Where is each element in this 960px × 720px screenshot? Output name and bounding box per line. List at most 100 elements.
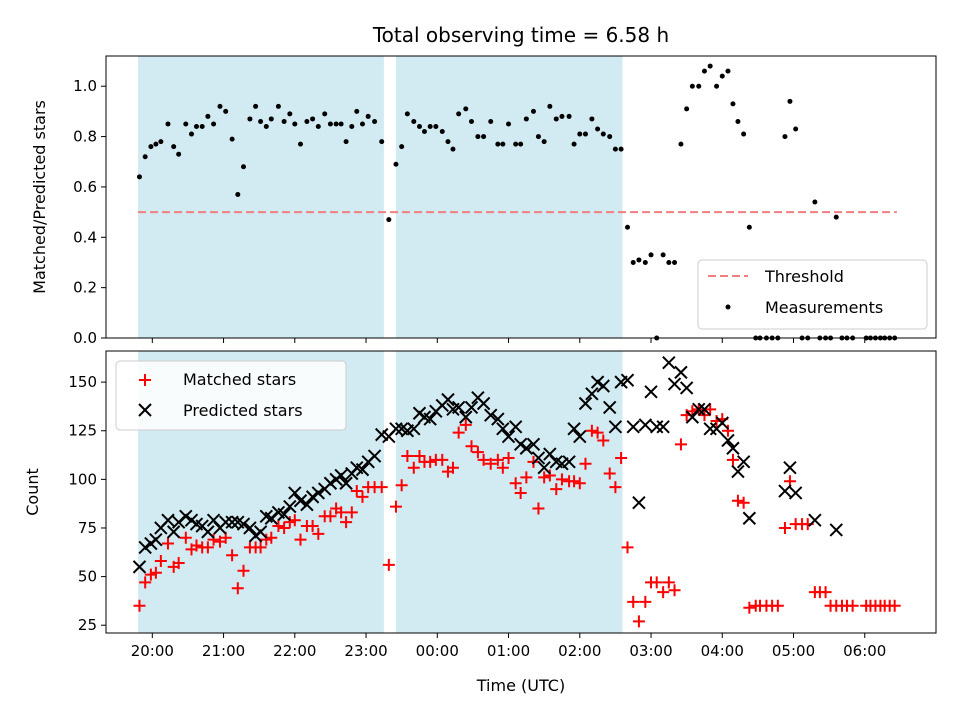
legend-matched-swatch bbox=[139, 374, 151, 386]
predicted-star-point bbox=[339, 476, 353, 490]
observing-interval-0 bbox=[138, 56, 384, 338]
xlabel: Time (UTC) bbox=[476, 676, 565, 695]
measurement-point bbox=[589, 116, 595, 122]
observing-interval-1 bbox=[395, 351, 623, 633]
matched-star-point bbox=[395, 479, 408, 492]
measurement-point bbox=[630, 259, 636, 265]
predicted-star-point bbox=[243, 521, 257, 535]
x-tick-label: 06:00 bbox=[843, 642, 886, 660]
predicted-star-point bbox=[367, 449, 382, 463]
measurement-point bbox=[577, 131, 583, 137]
measurement-point bbox=[235, 191, 241, 197]
measurement-point bbox=[379, 139, 385, 145]
matched-star-point bbox=[778, 521, 791, 534]
measurement-point bbox=[696, 83, 702, 89]
predicted-star-point bbox=[305, 490, 320, 504]
measurement-point bbox=[618, 146, 624, 152]
predicted-star-point bbox=[484, 408, 498, 422]
matched-star-point bbox=[265, 531, 278, 544]
measurement-point bbox=[268, 116, 274, 122]
measurement-point bbox=[735, 118, 741, 124]
measurement-point bbox=[241, 164, 247, 170]
predicted-star-point bbox=[476, 396, 491, 411]
matched-star-point bbox=[350, 485, 363, 498]
y-axis-bottom: 25 50 75 100 125 150 bbox=[68, 373, 106, 634]
measurement-point bbox=[571, 141, 577, 147]
measurement-point bbox=[229, 136, 235, 142]
predicted-star-point bbox=[201, 525, 215, 539]
predicted-star-point bbox=[608, 420, 623, 434]
measurement-point bbox=[416, 124, 422, 129]
predicted-star-point bbox=[277, 507, 291, 522]
x-tick-label: 23:00 bbox=[344, 642, 387, 660]
matched-star-point bbox=[731, 494, 744, 507]
matched-star-point bbox=[609, 481, 622, 494]
measurement-point bbox=[456, 111, 462, 117]
matched-star-point bbox=[491, 453, 504, 466]
measurement-point bbox=[411, 118, 417, 124]
predicted-star-point bbox=[519, 441, 534, 455]
predicted-star-point bbox=[138, 540, 152, 555]
measurement-point bbox=[297, 141, 303, 147]
measurement-point bbox=[636, 257, 642, 263]
predicted-star-point bbox=[464, 400, 479, 415]
matched-star-point bbox=[306, 520, 319, 533]
predicted-star-point bbox=[236, 517, 251, 531]
chart-title: Total observing time = 6.58 h bbox=[372, 23, 669, 47]
measurement-point bbox=[725, 68, 731, 74]
y-tick-label: 125 bbox=[68, 422, 97, 440]
matched-star-point bbox=[231, 582, 244, 595]
predicted-star-point bbox=[674, 365, 688, 380]
legend-predicted-swatch bbox=[138, 403, 152, 417]
measurement-point bbox=[719, 73, 725, 79]
measurement-point bbox=[315, 124, 321, 129]
y-tick-label: 1.0 bbox=[73, 77, 97, 95]
predicted-star-point bbox=[721, 433, 735, 448]
matched-star-point bbox=[509, 477, 522, 490]
measurement-point bbox=[247, 116, 253, 122]
predicted-star-point bbox=[632, 495, 646, 510]
legend-threshold-label: Threshold bbox=[764, 267, 844, 286]
measurement-point bbox=[183, 121, 189, 127]
measurement-point bbox=[349, 124, 355, 129]
predicted-star-point bbox=[537, 460, 551, 475]
predicted-star-point bbox=[578, 396, 593, 411]
predicted-star-point bbox=[662, 355, 676, 370]
matched-star-point bbox=[226, 549, 239, 562]
measurement-point bbox=[211, 121, 217, 127]
measurement-point bbox=[327, 121, 333, 127]
predicted-star-point bbox=[300, 497, 314, 512]
measurement-point bbox=[625, 224, 631, 230]
measurement-point bbox=[541, 139, 547, 145]
measurement-point bbox=[566, 113, 572, 119]
measurement-point bbox=[666, 259, 672, 265]
matched-star-point bbox=[471, 446, 484, 459]
predicted-star-point bbox=[731, 464, 745, 479]
predicted-star-point bbox=[218, 515, 233, 529]
measurement-point bbox=[475, 134, 481, 140]
matched-star-point bbox=[465, 440, 478, 453]
predicted-star-point bbox=[283, 499, 297, 514]
matched-star-point bbox=[615, 451, 628, 464]
legend-bottom: Matched stars Predicted stars bbox=[115, 360, 347, 431]
measurement-point bbox=[600, 131, 606, 137]
predicted-star-point bbox=[567, 422, 581, 436]
y-tick-label: 0.0 bbox=[73, 329, 97, 347]
measurement-point bbox=[223, 108, 229, 114]
measurement-point bbox=[275, 103, 281, 109]
x-tick-label: 22:00 bbox=[273, 642, 316, 660]
predicted-star-point bbox=[656, 420, 670, 434]
measurement-point bbox=[481, 134, 487, 140]
measurement-point bbox=[304, 118, 310, 124]
matched-star-point bbox=[650, 576, 663, 589]
matched-star-point bbox=[207, 533, 220, 546]
predicted-star-point bbox=[513, 437, 528, 452]
legend-measurements-label: Measurements bbox=[765, 298, 883, 317]
predicted-star-point bbox=[508, 420, 523, 434]
predicted-star-point bbox=[788, 486, 803, 500]
matched-star-point bbox=[585, 424, 598, 437]
measurement-point bbox=[399, 144, 405, 150]
matched-star-point bbox=[520, 471, 533, 484]
measurement-point bbox=[495, 141, 501, 147]
